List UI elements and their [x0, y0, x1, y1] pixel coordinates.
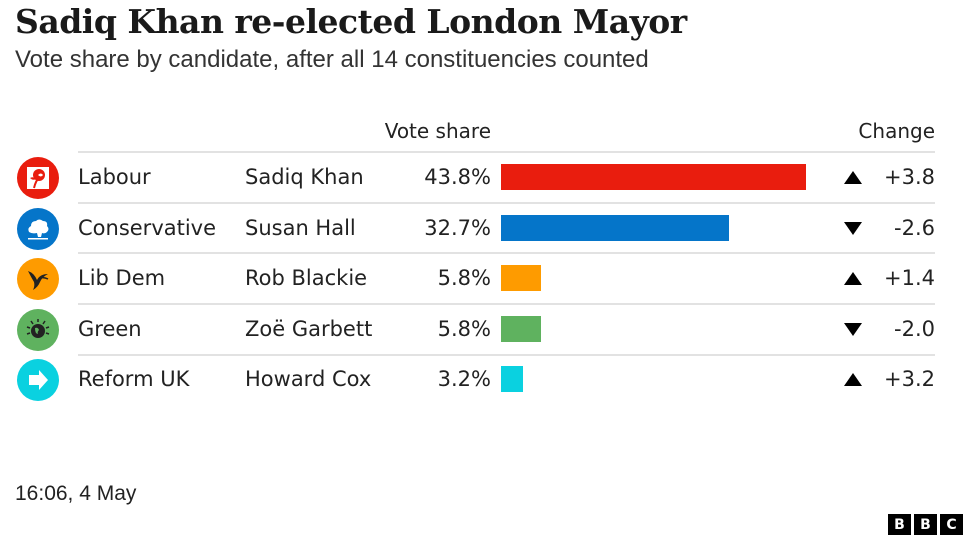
change-value: -2.0: [894, 317, 935, 341]
party-name: Lib Dem: [78, 266, 166, 290]
vote-share-bar: [501, 215, 729, 241]
candidate-name: Susan Hall: [245, 216, 356, 240]
table-row-conservative: Conservative Susan Hall 32.7% -2.6: [0, 204, 976, 254]
chart-subtitle: Vote share by candidate, after all 14 co…: [15, 46, 649, 73]
vote-share-value: 3.2%: [437, 367, 491, 391]
vote-share-value: 43.8%: [424, 165, 491, 189]
conservative-tree-icon: [17, 208, 59, 250]
vote-share-value: 32.7%: [424, 216, 491, 240]
divider: [78, 354, 935, 356]
timestamp: 16:06, 4 May: [15, 482, 137, 505]
bbc-logo-letter: C: [940, 514, 963, 535]
up-arrow-icon: [844, 171, 862, 184]
party-name: Green: [78, 317, 142, 341]
vote-share-value: 5.8%: [437, 317, 491, 341]
change-header: Change: [858, 119, 935, 143]
change-value: +3.2: [884, 367, 935, 391]
candidate-name: Zoë Garbett: [245, 317, 373, 341]
candidate-name: Sadiq Khan: [245, 165, 364, 189]
reform-arrow-icon: [17, 359, 59, 401]
divider: [78, 202, 935, 204]
candidate-name: Howard Cox: [245, 367, 372, 391]
divider: [78, 252, 935, 254]
vote-share-bar: [501, 164, 806, 190]
divider: [78, 303, 935, 305]
down-arrow-icon: [844, 323, 862, 336]
vote-share-bar: [501, 316, 541, 342]
party-name: Reform UK: [78, 367, 190, 391]
candidate-name: Rob Blackie: [245, 266, 368, 290]
party-name: Conservative: [78, 216, 217, 240]
vote-share-bar: [501, 265, 541, 291]
party-name: Labour: [78, 165, 151, 189]
bbc-logo-letter: B: [888, 514, 911, 535]
table-row-labour: Labour Sadiq Khan 43.8% +3.8: [0, 153, 976, 203]
bbc-logo-letter: B: [914, 514, 937, 535]
libdem-bird-icon: [17, 258, 59, 300]
up-arrow-icon: [844, 272, 862, 285]
bbc-logo: B B C: [888, 514, 963, 535]
vote-share-value: 5.8%: [437, 266, 491, 290]
table-row-libdem: Lib Dem Rob Blackie 5.8% +1.4: [0, 254, 976, 304]
change-value: +1.4: [884, 266, 935, 290]
up-arrow-icon: [844, 373, 862, 386]
vote-share-bar: [501, 366, 523, 392]
divider: [78, 151, 935, 153]
change-value: -2.6: [894, 216, 935, 240]
labour-rose-icon: [17, 157, 59, 199]
change-value: +3.8: [884, 165, 935, 189]
table-row-green: Green Zoë Garbett 5.8% -2.0: [0, 305, 976, 355]
table-row-reform: Reform UK Howard Cox 3.2% +3.2: [0, 355, 976, 405]
green-earth-icon: [17, 309, 59, 351]
vote-share-header: Vote share: [384, 119, 491, 143]
down-arrow-icon: [844, 222, 862, 235]
chart-title: Sadiq Khan re-elected London Mayor: [15, 2, 687, 41]
